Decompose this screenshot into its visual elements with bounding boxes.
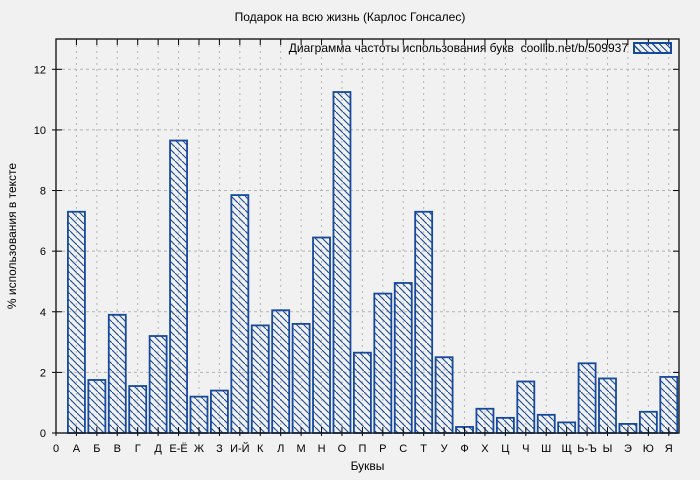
bar xyxy=(148,335,168,434)
bar xyxy=(352,351,372,434)
bar xyxy=(577,362,597,434)
bar xyxy=(230,194,250,434)
y-tick-label: 10 xyxy=(34,125,46,137)
x-tick-label: У xyxy=(441,443,449,455)
bar xyxy=(598,377,617,434)
x-tick-label: Ю xyxy=(643,443,654,455)
x-tick-label: П xyxy=(358,443,366,455)
bar xyxy=(312,236,331,434)
y-tick-label: 0 xyxy=(40,428,46,440)
x-tick-label: О xyxy=(338,443,347,455)
x-tick-label: Я xyxy=(665,443,673,455)
bar xyxy=(169,139,188,434)
x-tick-label: Ш xyxy=(541,443,551,455)
x-tick-label: Г xyxy=(135,443,141,455)
x-tick-label: Ж xyxy=(194,443,204,455)
x-tick-label: Ч xyxy=(522,443,529,455)
x-origin-label: 0 xyxy=(53,443,59,455)
x-tick-label: Е-Ё xyxy=(169,443,187,455)
x-tick-label: К xyxy=(257,443,264,455)
bar xyxy=(393,282,413,434)
x-tick-label: Р xyxy=(379,443,386,455)
bar xyxy=(128,385,148,434)
x-axis-label: Буквы xyxy=(350,459,385,473)
bar xyxy=(107,313,127,434)
x-tick-label: Т xyxy=(420,443,427,455)
x-tick-label: Б xyxy=(93,443,100,455)
x-tick-label: Ф xyxy=(460,443,468,455)
x-tick-label: Щ xyxy=(561,443,571,455)
bar xyxy=(373,292,393,434)
x-tick-label: В xyxy=(114,443,121,455)
x-tick-label: Ь-Ъ xyxy=(577,443,597,455)
x-tick-label: А xyxy=(73,443,81,455)
x-tick-label: Л xyxy=(277,443,284,455)
x-tick-label: Ц xyxy=(501,443,509,455)
y-tick-label: 2 xyxy=(40,367,46,379)
bar xyxy=(659,376,679,434)
x-tick-label: И-Й xyxy=(230,442,249,455)
bar xyxy=(271,309,291,434)
legend-label: Диаграмма частоты использования букв coo… xyxy=(288,41,628,55)
chart-title: Подарок на всю жизнь (Карлос Гонсалес) xyxy=(234,10,466,24)
bar xyxy=(87,379,107,434)
bar xyxy=(210,389,229,434)
y-tick-label: 8 xyxy=(40,186,46,198)
y-axis-label: % использования в тексте xyxy=(5,162,19,310)
x-tick-label: Ы xyxy=(603,443,613,455)
legend-swatch xyxy=(633,42,672,54)
x-tick-label: С xyxy=(399,443,407,455)
x-tick-label: Э xyxy=(624,443,632,455)
plot-border xyxy=(55,38,680,434)
x-tick-label: З xyxy=(216,443,223,455)
y-tick-label: 6 xyxy=(40,246,46,258)
y-tick-label: 12 xyxy=(34,64,46,76)
bar xyxy=(516,380,536,434)
x-tick-label: Н xyxy=(318,443,326,455)
x-tick-label: Х xyxy=(481,443,489,455)
y-tick-label: 4 xyxy=(40,307,46,319)
bar xyxy=(250,324,270,434)
bar xyxy=(67,210,86,434)
bar xyxy=(414,210,434,434)
bar xyxy=(332,91,352,434)
bar xyxy=(434,356,454,434)
x-tick-label: Д xyxy=(154,443,162,455)
bar xyxy=(291,322,311,434)
x-tick-label: М xyxy=(297,443,306,455)
